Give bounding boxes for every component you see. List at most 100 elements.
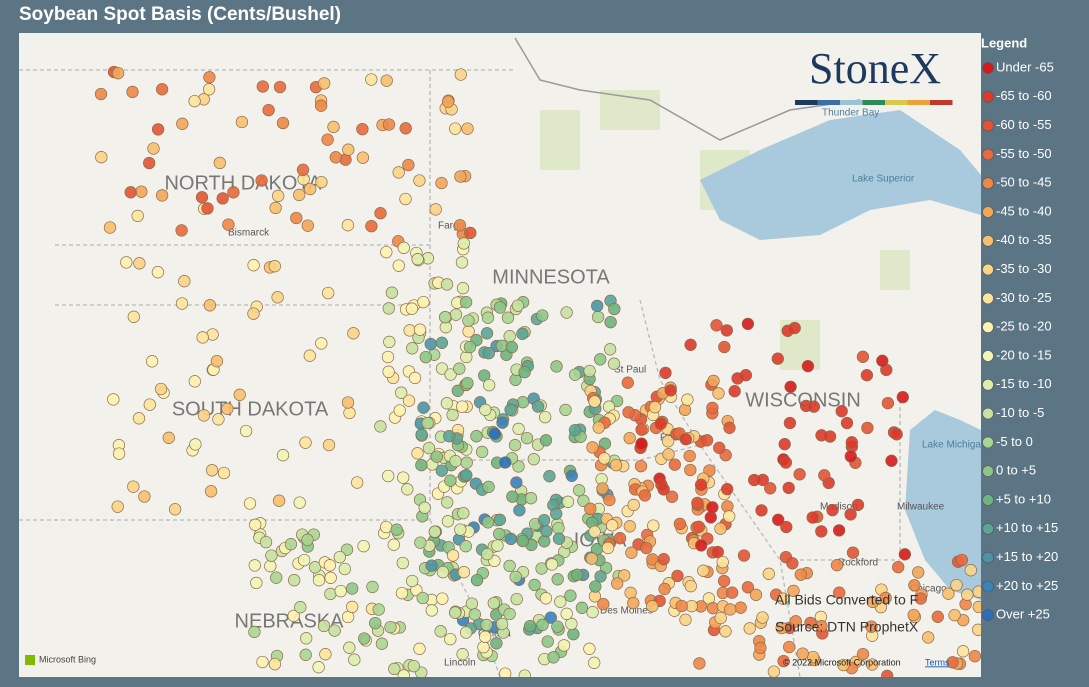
location-dot [395,386,408,399]
location-dot [479,403,492,416]
location-dot [524,492,538,505]
location-dot [724,603,737,616]
location-dot [424,337,437,351]
location-dot [968,650,981,663]
state-label: WISCONSIN [745,389,861,411]
location-dot [833,586,846,599]
location-dot [460,626,473,639]
location-dot [415,458,428,472]
location-dot [618,569,631,582]
location-dot [482,480,495,494]
location-dot [440,278,454,291]
location-dot [95,151,108,164]
location-dot [454,170,467,183]
legend-label: 0 to +5 [996,463,1036,478]
legend-label: -25 to -20 [996,319,1052,334]
location-dot [271,291,284,304]
legend-marker [982,263,994,276]
location-dot [737,549,751,562]
location-dot [592,421,605,434]
location-dot [392,166,405,179]
location-dot [399,192,412,206]
location-dot [428,525,441,538]
location-dot [538,535,551,548]
location-dot [754,641,767,655]
location-dot [771,352,784,365]
legend-marker [982,321,994,334]
credit-link[interactable]: Terms [925,657,950,667]
location-dot [440,397,454,410]
location-dot [601,541,615,555]
location-dot [107,393,120,406]
location-dot [441,515,455,528]
place-label: Lincoln [444,658,476,669]
location-dot [444,368,457,381]
location-dot [544,611,557,624]
location-dot [338,562,351,576]
location-dot [382,365,395,378]
location-dot [523,619,537,633]
location-dot [693,657,706,670]
location-dot [539,592,553,605]
location-dot [446,408,459,422]
location-dot [402,394,416,407]
location-dot [460,456,473,469]
location-dot [509,373,522,386]
location-dot [756,611,769,624]
title: Soybean Spot Basis (Cents/Bushel) [19,4,342,25]
location-dot [120,256,133,269]
location-dot [684,579,697,593]
location-dot [488,427,502,440]
location-dot [366,580,379,594]
place-label: Lake Superior [852,174,915,185]
location-dot [552,521,565,535]
location-dot [551,573,564,586]
location-dot [793,468,806,481]
location-dot [407,659,420,673]
location-dot [247,307,260,320]
location-dot [885,454,898,467]
location-dot [964,564,977,577]
location-dot [276,116,290,130]
location-dot [221,402,234,415]
location-dot [382,302,395,315]
bing-logo [25,655,35,665]
legend-label: Under -65 [996,59,1054,74]
location-dot [341,396,355,409]
location-dot [268,657,282,671]
location-dot [372,603,385,616]
location-dot [413,642,426,655]
location-dot [365,73,378,86]
legend-label: -15 to -10 [996,376,1052,391]
credit: Microsoft Bing [39,654,96,664]
location-dot [103,221,117,234]
location-dot [509,570,522,584]
location-dot [435,176,448,190]
location-dot [457,566,471,579]
location-dot [358,632,371,645]
location-dot [479,630,492,643]
location-dot [314,99,328,112]
location-dot [876,354,889,367]
location-dot [826,503,839,517]
location-dot [778,438,791,451]
location-dot [714,522,727,535]
location-dot [413,174,426,187]
location-dot [844,508,857,521]
place-label: Bismarck [228,228,270,239]
location-dot [499,667,512,677]
location-dot [694,478,708,491]
place-label: Fargo [438,221,465,232]
location-dot [264,559,277,573]
location-dot [516,327,529,340]
location-dot [293,188,306,202]
location-dot [493,301,507,314]
location-dot [537,513,551,527]
location-dot [381,350,395,364]
location-dot [543,470,556,483]
location-dot [551,620,564,633]
location-dot [449,455,462,468]
location-dot [584,502,597,515]
location-dot [468,608,481,621]
lake-superior [700,110,981,240]
